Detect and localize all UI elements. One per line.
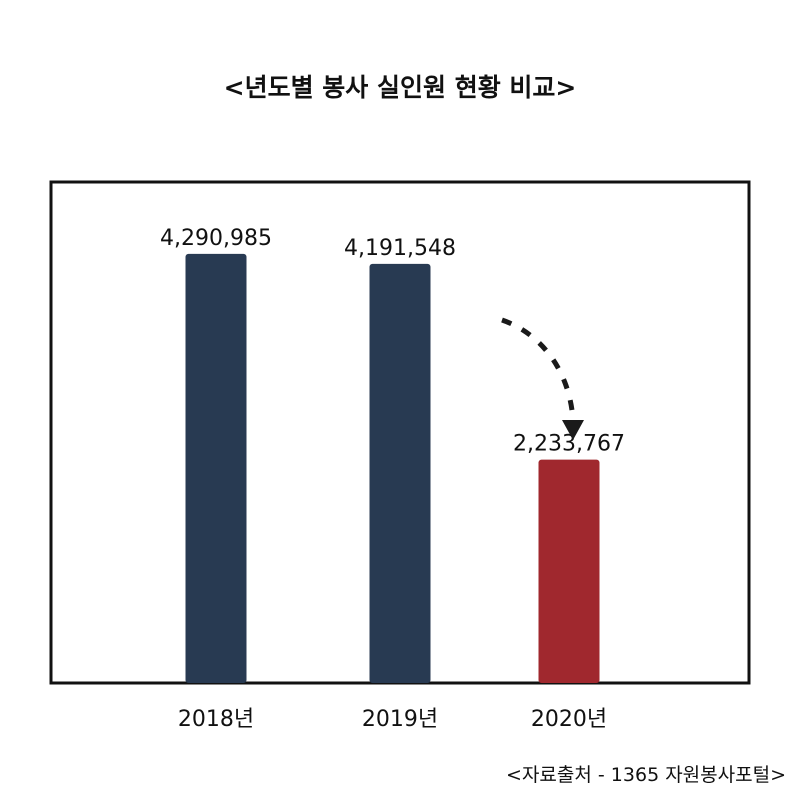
bar-2018년 — [185, 253, 247, 684]
decrease-arrow-path — [501, 317, 576, 421]
value-label: 4,290,985 — [160, 226, 272, 251]
value-label: 4,191,548 — [344, 236, 456, 261]
decrease-arrow — [501, 317, 584, 440]
bar-2020년 — [538, 459, 600, 683]
x-tick-label: 2019년 — [362, 707, 438, 732]
bar-2019년 — [369, 263, 431, 683]
x-tick-label: 2018년 — [178, 707, 254, 732]
x-tick-label: 2020년 — [531, 707, 607, 732]
source-note: <자료출처 - 1365 자원봉사포털> — [506, 764, 786, 786]
value-labels-group: 4,290,985 4,191,548 2,233,767 — [160, 226, 625, 457]
chart-title: <년도별 봉사 실인원 현황 비교> — [223, 73, 577, 102]
decrease-arrowhead — [562, 420, 584, 440]
value-label: 2,233,767 — [513, 432, 625, 457]
tick-labels-group: 2018년 2019년 2020년 — [178, 707, 607, 732]
bars-group — [185, 253, 600, 684]
